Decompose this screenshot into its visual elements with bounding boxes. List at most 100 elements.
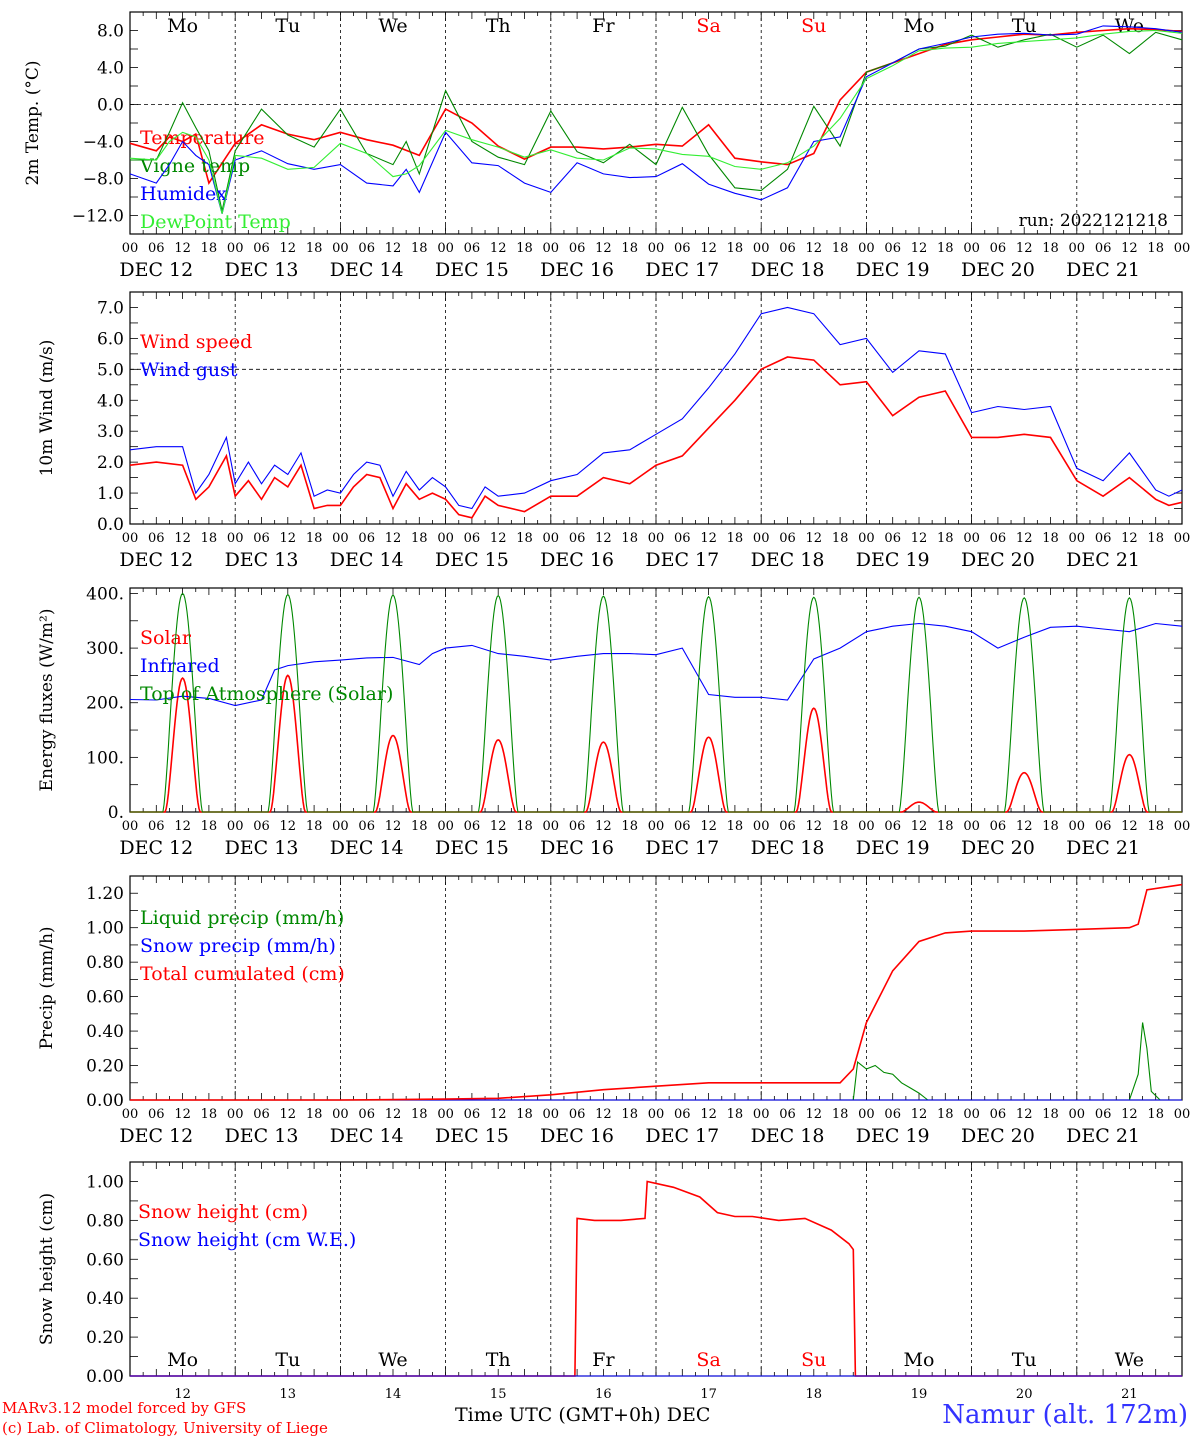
panel4-ytick-label: 1.20 (86, 884, 124, 904)
panel5-weekday-label: Mo (167, 1349, 198, 1371)
panel4-hour-label: 00 (332, 1107, 349, 1122)
panel3-legend-infrared: Infrared (140, 655, 220, 677)
panel2-hour-label: 00 (543, 531, 560, 546)
panel1-ytick-label: 8.0 (97, 22, 124, 42)
panel1-hour-label: 12 (1016, 241, 1033, 256)
panel1-hour-label: 00 (963, 241, 980, 256)
panel1-day-label: DEC 12 (119, 259, 193, 281)
panel3-hour-label: 12 (174, 819, 191, 834)
panel2-ytick-label: 3.0 (97, 422, 124, 442)
panel3-hour-label: 12 (385, 819, 402, 834)
panel3-hour-label: 00 (648, 819, 665, 834)
panel4-hour-label: 06 (569, 1107, 586, 1122)
panel5-day-number: 20 (1016, 1387, 1033, 1402)
panel4-ytick-label: 0.80 (86, 953, 124, 973)
panel1-day-label: DEC 20 (961, 259, 1035, 281)
panel4-hour-label: 06 (884, 1107, 901, 1122)
model-credit: MARv3.12 model forced by GFS (c) Lab. of… (2, 1398, 328, 1438)
panel1-hour-label: 00 (227, 241, 244, 256)
panel2-hour-label: 06 (884, 531, 901, 546)
panel4-hour-label: 00 (1069, 1107, 1086, 1122)
panel2-ytick-label: 5.0 (97, 360, 124, 380)
panel2-hour-label: 06 (674, 531, 691, 546)
panel4-hour-label: 12 (490, 1107, 507, 1122)
panel2-hour-label: 06 (779, 531, 796, 546)
panel2-hour-label: 12 (911, 531, 928, 546)
panel4-series-total-cumulated-cm (130, 883, 1183, 1101)
panel2-hour-label: 18 (516, 531, 533, 546)
panel1-day-label: DEC 18 (751, 259, 825, 281)
panel2-hour-label: 00 (1174, 531, 1191, 546)
panel3-hour-label: 06 (990, 819, 1007, 834)
panel5-ytick-label: 0.00 (86, 1367, 124, 1387)
station-label: Namur (alt. 172m) (942, 1400, 1188, 1430)
panel1-ytick-label: −4.0 (83, 133, 124, 153)
panel5-weekday-label: We (1115, 1349, 1144, 1371)
panel1-hour-label: 00 (1069, 241, 1086, 256)
panel4-hour-label: 06 (779, 1107, 796, 1122)
credit-line-1: MARv3.12 model forced by GFS (2, 1399, 247, 1417)
panel3-hour-label: 12 (1121, 819, 1138, 834)
panel3-day-label: DEC 19 (856, 837, 930, 859)
panel5-weekday-label: Mo (904, 1349, 935, 1371)
panel1-hour-label: 18 (201, 241, 218, 256)
panel3-day-label: DEC 14 (330, 837, 404, 859)
panel5-weekday-label: Tu (275, 1349, 300, 1371)
panel3-day-label: DEC 12 (119, 837, 193, 859)
panel1-series-dewpoint-temp (129, 29, 1183, 214)
panel3-hour-label: 00 (1174, 819, 1191, 834)
panel3-hour-label: 00 (1069, 819, 1086, 834)
panel1-hour-label: 12 (911, 241, 928, 256)
panel2-day-label: DEC 19 (856, 549, 930, 571)
panel1-hour-label: 18 (1042, 241, 1059, 256)
panel1-hour-label: 12 (174, 241, 191, 256)
panel4-hour-label: 06 (464, 1107, 481, 1122)
panel1-hour-label: 18 (937, 241, 954, 256)
panel4-ylabel: Precip (mm/h) (37, 926, 57, 1049)
panel1-hour-label: 00 (648, 241, 665, 256)
panel2-day-label: DEC 14 (330, 549, 404, 571)
panel4-ytick-label: 1.00 (86, 919, 124, 939)
panel4-hour-label: 18 (411, 1107, 428, 1122)
panel3-hour-label: 12 (490, 819, 507, 834)
panel1-hour-label: 00 (437, 241, 454, 256)
panel1-weekday-label: Mo (904, 15, 935, 37)
panel3-day-label: DEC 15 (435, 837, 509, 859)
panel2-hour-label: 00 (753, 531, 770, 546)
panel1-weekday-label: Mo (167, 15, 198, 37)
panel4-hour-label: 06 (253, 1107, 270, 1122)
panel3-hour-label: 06 (779, 819, 796, 834)
credit-line-2: (c) Lab. of Climatology, University of L… (2, 1419, 328, 1437)
panel5-weekday-label: Su (801, 1349, 826, 1371)
panel4-hour-label: 00 (858, 1107, 875, 1122)
panel3-ytick-label: 400. (86, 584, 124, 604)
panel1-hour-label: 00 (543, 241, 560, 256)
panel1-day-label: DEC 19 (856, 259, 930, 281)
panel1-legend-dewpoint-temp: DewPoint Temp (140, 211, 291, 233)
panel3-day-label: DEC 21 (1066, 837, 1140, 859)
panel4-hour-label: 18 (621, 1107, 638, 1122)
panel5-day-number: 16 (595, 1387, 612, 1402)
panel2-ytick-label: 1.0 (97, 484, 124, 504)
panel2-hour-label: 00 (332, 531, 349, 546)
panel1-hour-label: 06 (674, 241, 691, 256)
panel3-hour-label: 18 (411, 819, 428, 834)
panel4-day-label: DEC 17 (645, 1125, 719, 1147)
panel1-series-humidex (129, 25, 1183, 214)
panel1-hour-label: 00 (1174, 241, 1191, 256)
panel1-hour-label: 18 (411, 241, 428, 256)
panel3-hour-label: 12 (280, 819, 297, 834)
panel2-day-label: DEC 17 (645, 549, 719, 571)
panel5-weekday-label: Th (486, 1349, 511, 1371)
panel4-hour-label: 00 (122, 1107, 139, 1122)
panel4-day-label: DEC 19 (856, 1125, 930, 1147)
panel4-hour-label: 12 (1016, 1107, 1033, 1122)
panel5-day-number: 18 (806, 1387, 823, 1402)
panel1-legend-humidex: Humidex (140, 183, 227, 205)
panel1-weekday-label: Th (486, 15, 511, 37)
panel1-hour-label: 12 (806, 241, 823, 256)
panel2-day-label: DEC 21 (1066, 549, 1140, 571)
panel3-ytick-label: 200. (86, 694, 124, 714)
panel2-legend-wind-speed: Wind speed (140, 331, 252, 353)
panel3-hour-label: 00 (332, 819, 349, 834)
